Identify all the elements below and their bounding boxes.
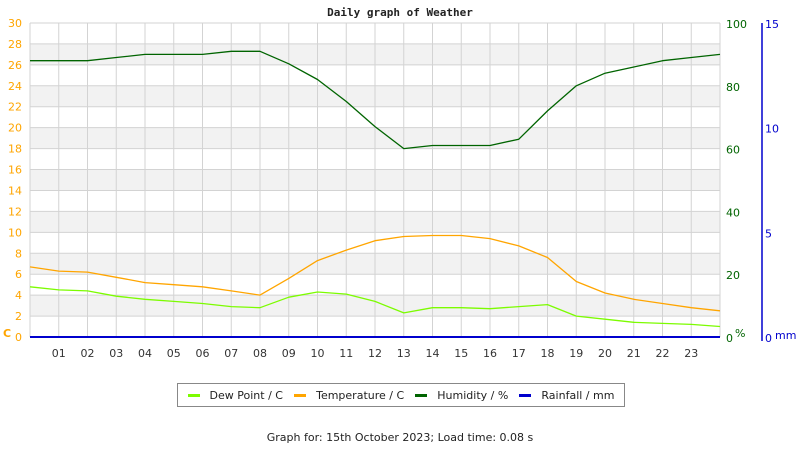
legend-item-humidity: Humidity / % xyxy=(415,389,508,402)
temp-axis-tick: 16 xyxy=(8,164,22,177)
humidity-axis-tick: 100 xyxy=(726,18,747,31)
temp-axis-tick: 22 xyxy=(8,101,22,114)
x-axis-tick: 06 xyxy=(196,347,210,360)
rain-axis-unit: mm xyxy=(775,329,796,342)
humidity-axis-tick: 20 xyxy=(726,269,740,282)
rain-axis-tick: 0 xyxy=(765,332,772,345)
temp-axis-tick: 28 xyxy=(8,38,22,51)
legend-label: Humidity / % xyxy=(437,388,509,402)
x-axis-tick: 09 xyxy=(282,347,296,360)
humidity-axis-tick: 60 xyxy=(726,144,740,157)
x-axis-tick: 05 xyxy=(167,347,181,360)
temp-axis-tick: 8 xyxy=(15,247,22,260)
legend-label: Temperature / C xyxy=(316,388,405,402)
humidity-line xyxy=(30,50,721,150)
humidity-axis-tick: 0 xyxy=(726,332,733,345)
temp-axis-tick: 14 xyxy=(8,184,22,197)
rain-axis-tick: 5 xyxy=(765,227,772,240)
legend-item-rainfall: Rainfall / mm xyxy=(519,389,614,402)
x-axis-tick: 12 xyxy=(368,347,382,360)
humidity-axis-unit: % xyxy=(735,327,745,340)
temp-axis-unit: C xyxy=(3,327,11,340)
legend-item-dew-point: Dew Point / C xyxy=(187,388,283,402)
x-axis-tick: 08 xyxy=(253,347,267,360)
temp-axis-tick: 20 xyxy=(8,122,22,135)
rain-axis-tick: 15 xyxy=(765,18,779,31)
chart-title: Daily graph of Weather xyxy=(327,6,473,19)
x-axis-tick: 14 xyxy=(426,347,440,360)
x-axis-tick: 04 xyxy=(138,347,152,360)
legend-label: Rainfall / mm xyxy=(541,388,615,402)
x-axis-tick: 11 xyxy=(339,347,353,360)
temp-axis-tick: 6 xyxy=(15,268,22,281)
x-axis-tick: 20 xyxy=(598,347,612,360)
x-axis-tick: 13 xyxy=(397,347,411,360)
temp-axis-tick: 30 xyxy=(8,17,22,30)
x-axis-tick: 03 xyxy=(109,347,123,360)
x-axis-tick: 01 xyxy=(52,347,66,360)
temperature-line xyxy=(29,234,721,312)
x-axis-tick: 10 xyxy=(311,347,325,360)
humidity-swatch xyxy=(415,393,428,397)
temp-axis-tick: 18 xyxy=(8,143,22,156)
temp-axis-tick: 2 xyxy=(15,310,22,323)
x-axis-tick: 19 xyxy=(569,347,583,360)
temp-axis-tick: 4 xyxy=(15,289,22,302)
dew-point-line xyxy=(29,286,721,328)
x-axis-tick: 02 xyxy=(81,347,95,360)
graph-footer: Graph for: 15th October 2023; Load time:… xyxy=(266,431,534,444)
x-axis-tick: 07 xyxy=(224,347,238,360)
temp-axis-tick: 10 xyxy=(8,226,22,239)
x-axis-tick: 16 xyxy=(483,347,497,360)
temp-axis-tick: 24 xyxy=(8,80,22,93)
humidity-axis-tick: 80 xyxy=(726,81,740,94)
chart-legend: Dew Point / C Temperature / C Humidity /… xyxy=(177,383,625,407)
legend-label: Dew Point / C xyxy=(209,388,283,402)
temp-axis-tick: 26 xyxy=(8,59,22,72)
data-series xyxy=(29,50,721,338)
rainfall-swatch xyxy=(519,393,532,397)
x-axis-tick: 23 xyxy=(684,347,698,360)
x-axis-tick: 17 xyxy=(512,347,526,360)
temp-axis-tick: 0 xyxy=(15,331,22,344)
temperature-swatch xyxy=(294,393,307,397)
dew-point-swatch xyxy=(187,393,200,397)
rain-axis-tick: 10 xyxy=(765,123,779,136)
x-axis-tick: 18 xyxy=(541,347,555,360)
legend-item-temperature: Temperature / C xyxy=(294,389,404,402)
x-axis-tick: 15 xyxy=(454,347,468,360)
temp-axis-tick: 12 xyxy=(8,205,22,218)
x-axis-tick: 21 xyxy=(627,347,641,360)
x-axis-tick: 22 xyxy=(656,347,670,360)
humidity-axis-tick: 40 xyxy=(726,206,740,219)
